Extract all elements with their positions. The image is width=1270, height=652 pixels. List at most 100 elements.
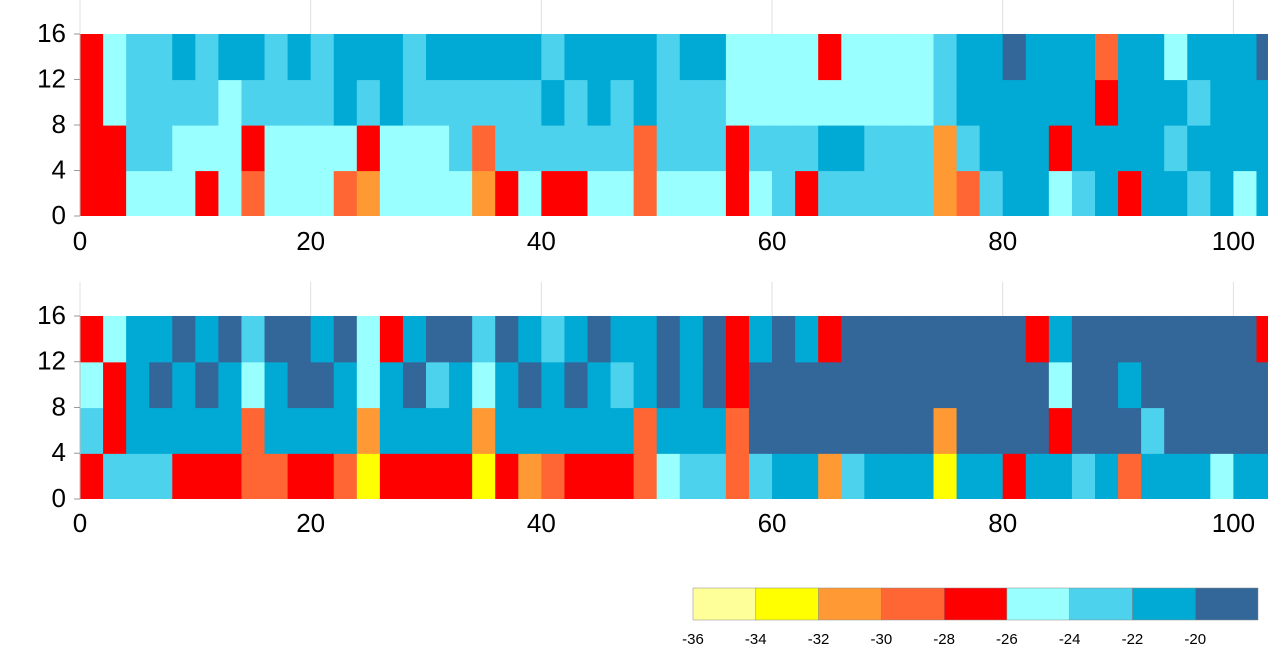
contour-cell [679, 316, 704, 363]
contour-cell [610, 125, 635, 172]
contour-cell [333, 361, 358, 409]
contour-cell [956, 79, 981, 126]
contour-cell [218, 170, 243, 216]
contour-cell [979, 125, 1004, 172]
contour-cell [149, 125, 173, 172]
contour-cell [1118, 34, 1142, 81]
contour-cell [887, 34, 912, 81]
contour-cell [725, 79, 750, 126]
contour-cell [1187, 407, 1211, 454]
contour-cell [610, 361, 635, 409]
contour-cell [264, 361, 289, 409]
contour-panel: 0 4 8 12 16 0 20 40 60 80 100 [37, 282, 1268, 538]
contour-cell [864, 453, 888, 499]
contour-cell [656, 125, 681, 172]
y-tick-label: 12 [37, 346, 66, 376]
contour-cell [933, 361, 958, 409]
contour-cell [979, 34, 1004, 81]
contour-cell [1071, 125, 1096, 172]
contour-cell [1002, 407, 1027, 454]
contour-cell [956, 407, 981, 454]
y-tick-label: 0 [52, 200, 66, 230]
contour-cell [702, 361, 727, 409]
contour-cell [656, 34, 681, 81]
contour-cell [426, 125, 450, 172]
contour-cell [218, 316, 243, 363]
colorbar-tick-label: -34 [745, 631, 767, 648]
contour-cell [656, 170, 681, 216]
contour-cell [495, 453, 519, 499]
contour-cell [1048, 34, 1073, 81]
contour-cell [1025, 34, 1050, 81]
contour-cell [310, 316, 335, 363]
contour-cell [725, 125, 750, 172]
contour-cell [887, 316, 912, 363]
contour-cell [1141, 361, 1165, 409]
contour-cell [979, 407, 1004, 454]
contour-cell [1071, 79, 1096, 126]
colorbar-tick-label: -28 [933, 631, 955, 648]
contour-cell [103, 361, 127, 409]
contour-cell [195, 79, 220, 126]
contour-cell [218, 453, 243, 499]
contour-cell [356, 453, 381, 499]
contour-cell [287, 125, 312, 172]
colorbar-tick-label: -20 [1184, 631, 1206, 648]
contour-cell [979, 453, 1004, 499]
contour-cell [449, 361, 473, 409]
contour-cell [172, 34, 196, 81]
contour-cell [472, 361, 496, 409]
contour-cell [1118, 407, 1142, 454]
contour-cell [80, 361, 104, 409]
contour-cell [1210, 79, 1234, 126]
colorbar-tick-label: -26 [996, 631, 1018, 648]
contour-cell [218, 79, 243, 126]
contour-cell [1141, 170, 1165, 216]
contour-cell [679, 170, 704, 216]
contour-cell [195, 125, 220, 172]
contour-cell [979, 316, 1004, 363]
y-tick-label: 8 [52, 109, 66, 139]
contour-cell [564, 125, 589, 172]
contour-cell [402, 453, 427, 499]
contour-cell [1164, 316, 1188, 363]
contour-cell [218, 34, 243, 81]
contour-cell [933, 79, 958, 126]
contour-cell [495, 79, 519, 126]
contour-cell [1025, 316, 1050, 363]
contour-cell [702, 453, 727, 499]
contour-cell [818, 316, 842, 363]
contour-cell [379, 170, 404, 216]
contour-cell [149, 170, 173, 216]
contour-cell [1002, 453, 1027, 499]
contour-cell [1210, 170, 1234, 216]
contour-cell [1164, 361, 1188, 409]
contour-cell [725, 361, 750, 409]
contour-cell [103, 79, 127, 126]
contour-cell [933, 407, 958, 454]
contour-cell [402, 316, 427, 363]
contour-cell [495, 316, 519, 363]
contour-cell [679, 361, 704, 409]
contour-cell [864, 170, 888, 216]
contour-cell [725, 453, 750, 499]
contour-cell [541, 453, 566, 499]
contour-cell [1233, 407, 1258, 454]
contour-cell [633, 407, 658, 454]
contour-cell [1002, 316, 1027, 363]
contour-cell [1094, 34, 1119, 81]
contour-cell [333, 316, 358, 363]
contour-cell [1002, 34, 1027, 81]
contour-cell [1118, 361, 1142, 409]
contour-cell [841, 407, 865, 454]
colorbar-tick-label: -32 [808, 631, 830, 648]
contour-cell [264, 316, 289, 363]
contour-cell [818, 361, 842, 409]
contour-cell [172, 361, 196, 409]
contour-cell [1256, 79, 1268, 126]
y-tick-label: 4 [52, 154, 66, 184]
contour-cell [241, 125, 266, 172]
contour-cell [449, 453, 473, 499]
contour-cell [379, 79, 404, 126]
contour-cell [725, 170, 750, 216]
